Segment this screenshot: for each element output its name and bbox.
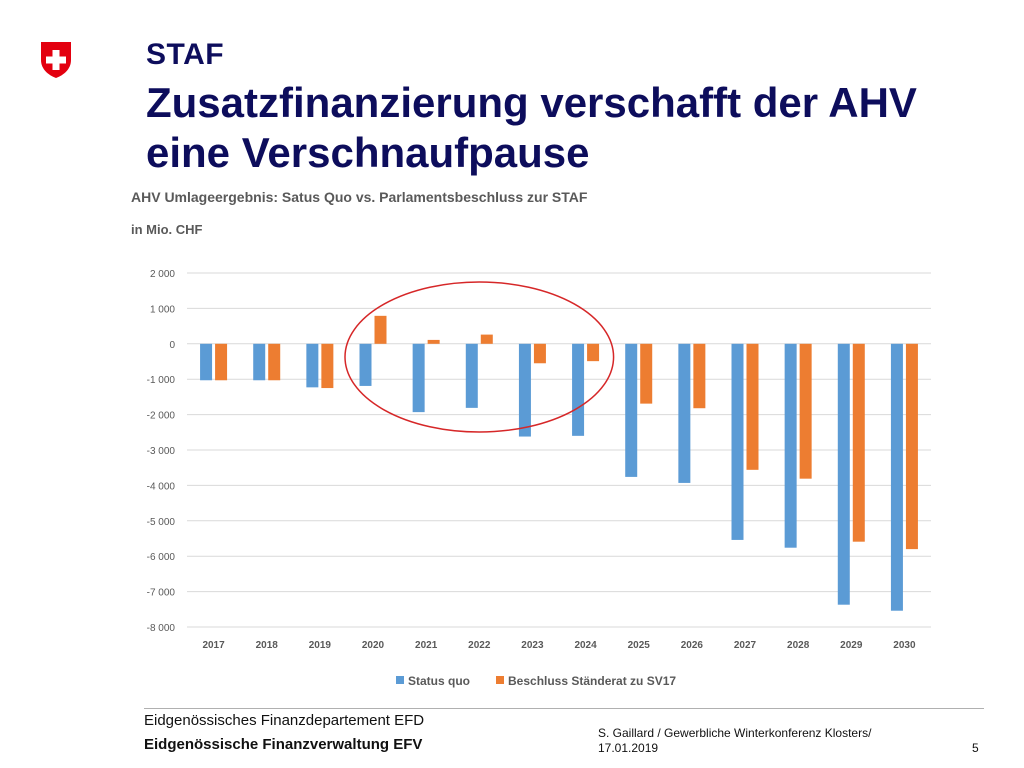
chart-gridlines [187,272,931,628]
footer-department: Eidgenössisches Finanzdepartement EFD [144,712,425,729]
bar-beschluss [905,343,918,550]
x-tick-label: 2021 [415,640,438,651]
bar-beschluss [533,343,546,364]
y-tick-label: -5 000 [147,517,176,528]
bar-beschluss [799,343,812,479]
x-tick-label: 2019 [309,640,332,651]
bar-status-quo [731,343,744,540]
swiss-shield-logo-icon [41,42,71,78]
legend-label: Beschluss Ständerat zu SV17 [508,674,676,688]
bar-beschluss [852,343,865,542]
chart-bars [200,315,918,611]
x-tick-label: 2017 [202,640,225,651]
bar-beschluss [374,315,387,344]
y-tick-label: -2 000 [147,411,176,422]
y-tick-label: -1 000 [147,375,176,386]
x-tick-label: 2030 [893,640,916,651]
x-tick-label: 2023 [521,640,544,651]
x-tick-label: 2018 [256,640,279,651]
bar-status-quo [518,343,531,437]
legend-swatch [396,676,404,684]
chart-title: AHV Umlageergebnis: Satus Quo vs. Parlam… [131,189,588,205]
bar-status-quo [412,343,425,413]
x-tick-label: 2029 [840,640,863,651]
bar-beschluss [427,339,440,344]
chart-legend: Status quo Beschluss Ständerat zu SV17 [396,674,676,688]
bar-status-quo [678,343,691,483]
bar-beschluss [693,343,706,409]
slide-title: Zusatzfinanzierung verschafft der AHV ei… [146,79,917,176]
chart-unit-label: in Mio. CHF [131,222,203,237]
bar-status-quo [253,343,266,381]
bar-status-quo [890,343,903,611]
bar-beschluss [746,343,759,470]
bar-beschluss [268,343,281,381]
y-tick-label: 2 000 [150,269,175,280]
bar-beschluss [640,343,653,404]
highlight-ellipse [344,281,615,433]
bar-beschluss [587,343,600,362]
x-tick-label: 2028 [787,640,810,651]
x-tick-label: 2020 [362,640,385,651]
footer-event-info: S. Gaillard / Gewerbliche Winterkonferen… [598,726,872,755]
bar-status-quo [784,343,797,548]
y-tick-label: 0 [169,340,175,351]
bar-status-quo [306,343,319,388]
y-axis-ticks: 2 000 1 000 0 -1 000 -2 000 -3 000 -4 000 -5 00… [147,269,176,634]
y-tick-label: -8 000 [147,623,176,634]
y-tick-label: -7 000 [147,588,176,599]
x-axis-ticks: 2017 2018 2019 2020 2021 2022 2023 2024 2025 2026… [202,640,916,651]
bar-status-quo [200,343,213,381]
bar-beschluss [321,343,334,389]
bar-status-quo [465,343,478,408]
y-tick-label: -6 000 [147,552,176,563]
footer-administration: Eidgenössische Finanzverwaltung EFV [144,736,423,753]
bar-status-quo [359,343,372,386]
bar-status-quo [837,343,850,605]
footer-divider [144,708,984,709]
bar-beschluss [215,343,228,381]
chart-annotations [344,281,615,433]
y-tick-label: 1 000 [150,304,175,315]
x-tick-label: 2026 [681,640,704,651]
x-tick-label: 2024 [574,640,597,651]
bar-beschluss [480,334,493,344]
y-tick-label: -3 000 [147,446,176,457]
x-tick-label: 2022 [468,640,491,651]
legend-swatch [496,676,504,684]
x-tick-label: 2027 [734,640,757,651]
bar-status-quo [625,343,638,477]
legend-label: Status quo [408,674,470,688]
page-number: 5 [972,741,979,755]
slide-kicker: STAF [146,38,225,71]
x-tick-label: 2025 [628,640,651,651]
y-tick-label: -4 000 [147,481,176,492]
bar-status-quo [572,343,585,436]
